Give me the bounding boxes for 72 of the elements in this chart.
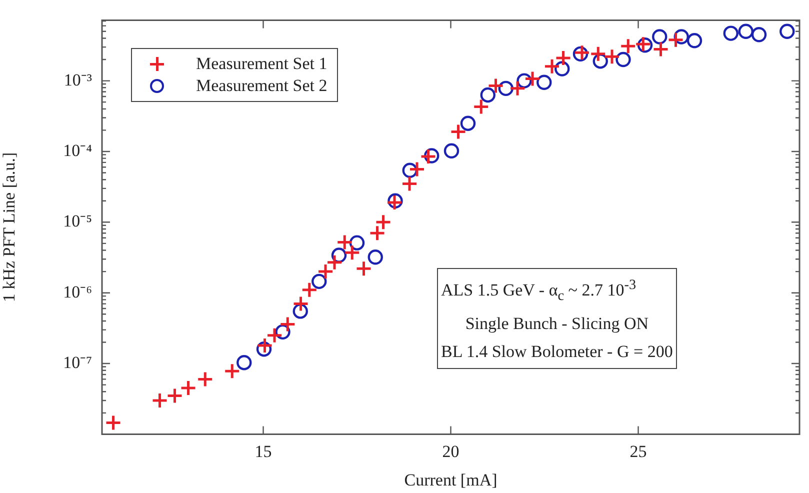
y-tick-label: 10⁻⁴ (63, 140, 92, 160)
point (616, 52, 631, 68)
point (196, 370, 214, 388)
x-tick-label: 15 (254, 442, 272, 461)
point (472, 98, 490, 115)
point (312, 274, 327, 290)
x-axis-title: Current [mA] (404, 470, 498, 490)
annotation: ALS 1.5 GeV - α$_{c}$ ~ 2.7 10$^{-3}$ (441, 276, 638, 306)
point (166, 387, 183, 404)
point (509, 80, 526, 97)
point (686, 33, 702, 48)
y-tick-label: 10⁻⁷ (63, 352, 92, 372)
point (266, 327, 283, 344)
point (604, 48, 620, 65)
point (652, 40, 669, 58)
point (408, 161, 426, 178)
point (402, 162, 418, 178)
y-tick-label: 10⁻⁵ (63, 212, 92, 231)
point (301, 282, 318, 298)
point (317, 263, 334, 280)
point (738, 24, 754, 39)
x-tick-label: 20 (442, 442, 460, 461)
point (256, 337, 273, 354)
point (480, 87, 496, 103)
point (590, 46, 606, 62)
point (424, 148, 440, 164)
point (620, 38, 636, 54)
point (180, 380, 196, 396)
point (152, 392, 168, 409)
point (236, 355, 252, 370)
point (279, 316, 296, 332)
point (555, 50, 572, 66)
point (524, 70, 541, 87)
point (668, 32, 684, 48)
point (224, 362, 240, 380)
x-tick-label: 25 (630, 442, 647, 461)
point (420, 148, 436, 165)
annotation: Single Bunch - Slicing ON (464, 313, 650, 336)
point (275, 324, 290, 340)
point (349, 235, 365, 250)
y-axis-title: 1 kHz PFT Line [a.u.] (0, 152, 19, 302)
point (544, 58, 560, 75)
legend-label: Measurement Set 1 (196, 54, 328, 74)
point (723, 26, 738, 41)
point (450, 124, 466, 140)
point (326, 254, 343, 271)
point (488, 78, 504, 94)
point (498, 80, 514, 96)
point (356, 260, 372, 277)
point (256, 341, 272, 357)
point (460, 116, 476, 131)
point (292, 296, 309, 312)
point (751, 27, 767, 42)
point (375, 214, 392, 230)
y-tick-label: 10⁻⁶ (63, 282, 92, 302)
point (368, 250, 383, 265)
point (292, 304, 308, 319)
point (331, 248, 347, 263)
point (652, 29, 668, 44)
legend-label: Measurement Set 2 (196, 76, 328, 96)
y-tick-label: 10⁻³ (64, 70, 92, 90)
annotation: BL 1.4 Slow Bolometer - G = 200 (441, 341, 673, 364)
point (369, 224, 386, 242)
point (536, 74, 552, 90)
point (516, 73, 532, 88)
point (554, 61, 570, 76)
point (105, 414, 122, 432)
point (401, 175, 418, 192)
point (780, 24, 795, 39)
point (592, 53, 608, 69)
point (444, 143, 460, 158)
point (674, 29, 689, 44)
